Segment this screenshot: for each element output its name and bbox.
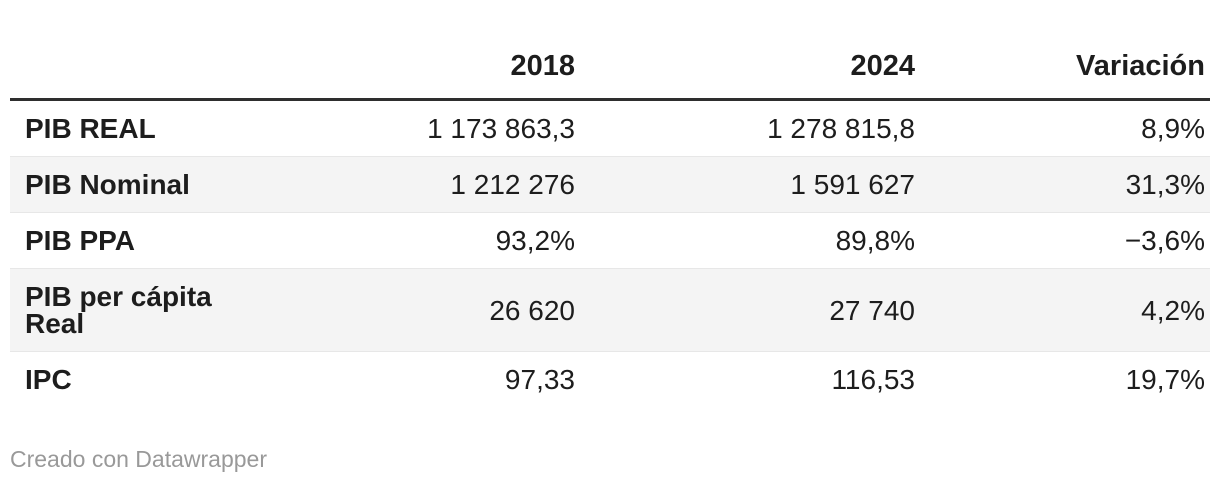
cell-value: 97,33 (504, 364, 575, 395)
row-label: PIB PPA (10, 212, 250, 269)
column-header-label (10, 31, 250, 101)
cell-value: 93,2% (250, 212, 580, 269)
column-header-2018: 2018 (250, 31, 580, 101)
table-body: PIB REAL 1 173 863,3 1 278 815,8 8,9% PIB No… (10, 99, 1210, 408)
cell-value: −3,6% (920, 212, 1210, 269)
cell-value: 1 173 863,3 (250, 99, 580, 157)
row-label: IPC (25, 364, 72, 395)
column-header-variacion: Variación (920, 31, 1210, 101)
table-row: IPC 97,33 116,53 19,7% (10, 352, 1210, 408)
cell-value: 1 212 276 (250, 156, 580, 213)
cell-value: 89,8% (580, 212, 920, 269)
table-row: PIB Nominal 1 212 276 1 591 627 31,3% (10, 156, 1210, 213)
datawrapper-table-chart: 2018 2024 Variación PIB REAL 1 173 863,3 1… (10, 31, 1210, 472)
cell-value: 116,53 (831, 364, 915, 395)
row-label: PIB REAL (10, 99, 250, 157)
row-label: PIB Nominal (10, 156, 250, 213)
header-row: 2018 2024 Variación (10, 31, 1210, 101)
cell-value: 1 278 815,8 (580, 99, 920, 157)
column-header-2024: 2024 (580, 31, 920, 101)
cell-value: 1 591 627 (580, 156, 920, 213)
table-row: PIB per cápita Real 26 620 27 740 4,2% (10, 268, 1210, 352)
table-header: 2018 2024 Variación (10, 31, 1210, 101)
cell-value: 26 620 (250, 268, 580, 352)
datawrapper-attribution-link[interactable]: Creado con Datawrapper (10, 446, 267, 472)
table-row: PIB PPA 93,2% 89,8% −3,6% (10, 212, 1210, 269)
row-label: PIB per cápita Real (10, 268, 250, 352)
table-row: PIB REAL 1 173 863,3 1 278 815,8 8,9% (10, 99, 1210, 157)
cell-value: 4,2% (920, 268, 1210, 352)
cell-value: 19,7% (1125, 364, 1205, 395)
cell-value: 31,3% (920, 156, 1210, 213)
cell-value: 27 740 (580, 268, 920, 352)
cell-value: 8,9% (920, 99, 1210, 157)
data-table: 2018 2024 Variación PIB REAL 1 173 863,3 1… (10, 31, 1210, 407)
